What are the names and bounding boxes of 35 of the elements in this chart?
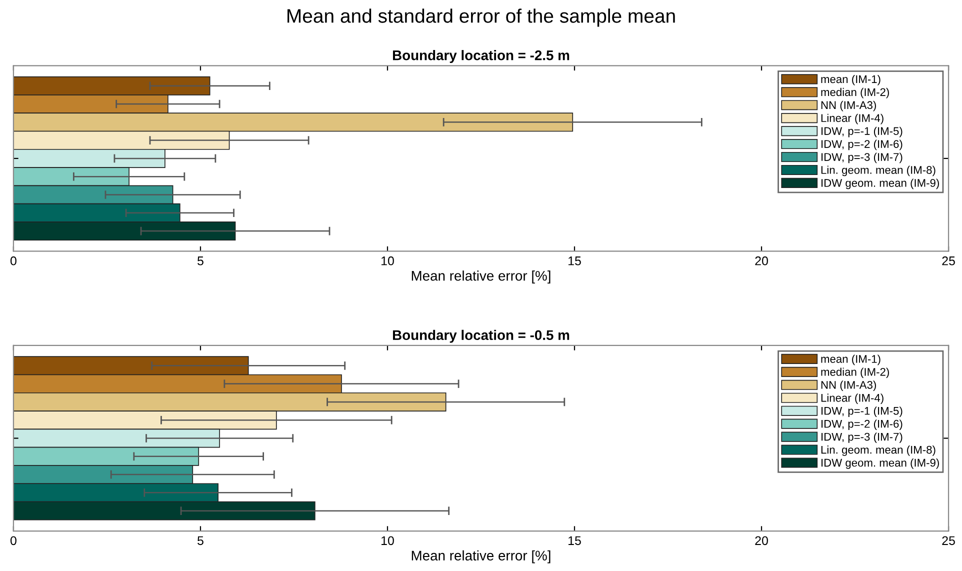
legend-label: median (IM-2) (821, 368, 889, 378)
legend-label: IDW, p=-1 (IM-5) (822, 406, 902, 417)
legend-label: Lin. geom. mean (IM-8) (821, 166, 936, 176)
legend-label: IDW geom. mean (IM-9) (822, 178, 939, 190)
x-tick-label: 5 (198, 536, 204, 546)
legend-label: Lin. geom. mean (IM-8) (821, 446, 936, 456)
x-tick-label: 25 (942, 256, 955, 266)
legend-label: Linear (IM-4) (821, 394, 884, 404)
legend-label: IDW, p=-3 (IM-7) (822, 152, 902, 164)
legend-label: IDW, p=-2 (IM-6) (822, 140, 902, 150)
legend-label: IDW, p=-1 (IM-5) (822, 126, 902, 138)
chart-title: Boundary location = -2.5 m (392, 50, 570, 63)
x-tick-label: 0 (10, 256, 16, 266)
x-tick-label: 25 (942, 536, 955, 546)
legend-label: IDW, p=-3 (IM-7) (822, 432, 902, 443)
legend-label: Linear (IM-4) (821, 114, 884, 124)
legend-label: NN (IM-A3) (821, 380, 876, 392)
legend-label: mean (IM-1) (821, 354, 880, 366)
legend-label: NN (IM-A3) (821, 100, 876, 112)
legend-label: median (IM-2) (821, 88, 889, 98)
legend-label: mean (IM-1) (821, 74, 880, 86)
x-tick-label: 5 (198, 256, 204, 266)
chart-title: Boundary location = -0.5 m (392, 330, 570, 343)
legend-label: IDW geom. mean (IM-9) (822, 458, 939, 469)
text: Mean and standard error of the sample mean (288, 8, 675, 27)
x-axis-title: Mean relative error [%] (412, 270, 550, 284)
x-axis-title: Mean relative error [%] (412, 550, 550, 564)
x-tick-label: 15 (568, 256, 581, 266)
x-tick-label: 15 (568, 536, 581, 546)
x-tick-label: 10 (381, 256, 394, 266)
x-tick-label: 0 (10, 536, 16, 546)
legend-label: IDW, p=-2 (IM-6) (822, 420, 902, 430)
x-tick-label: 20 (755, 256, 768, 266)
x-tick-label: 10 (381, 536, 394, 546)
x-tick-label: 20 (755, 536, 768, 546)
